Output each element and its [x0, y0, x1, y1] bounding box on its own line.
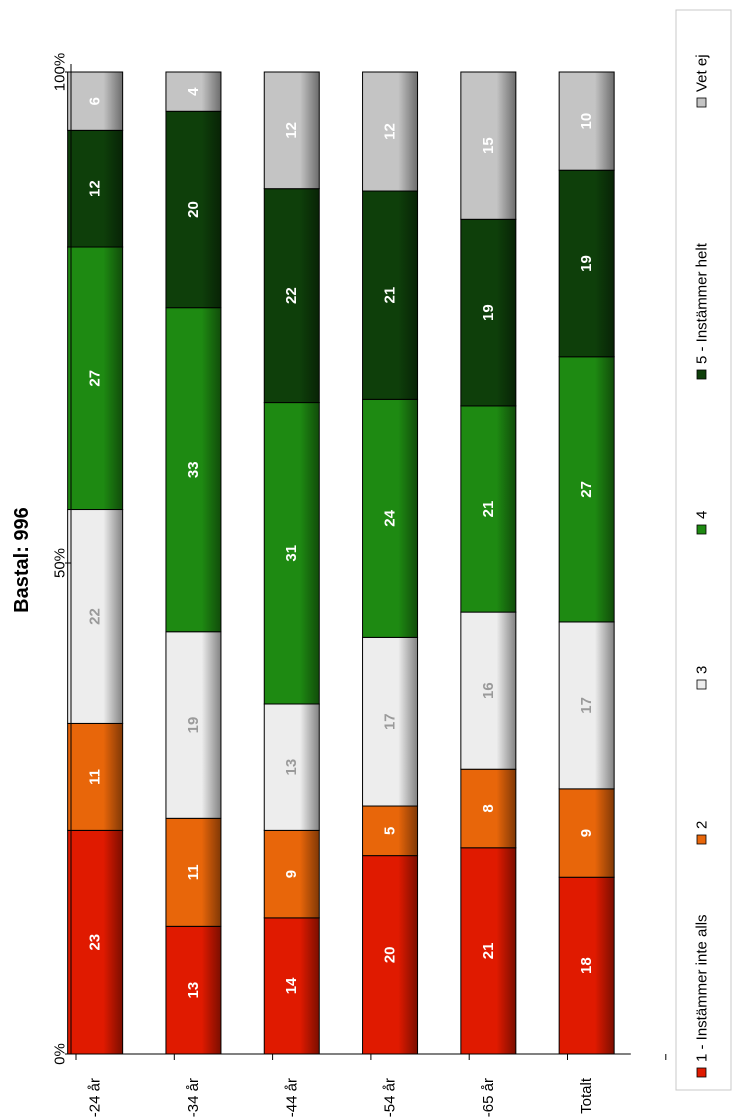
title-group: Bastal: 996 — [11, 507, 33, 613]
bar-segment — [460, 847, 517, 1055]
legend-box — [675, 9, 732, 1091]
legend-label: 5 - Instämmer helt — [694, 242, 711, 364]
bar-segment — [362, 855, 419, 1055]
bar-segment — [362, 190, 419, 400]
category-label: Totalt — [578, 1077, 595, 1114]
legend-label: Vet ej — [694, 54, 711, 92]
data-label: 16 — [480, 682, 497, 699]
data-label: 24 — [382, 509, 399, 526]
legend-swatch — [696, 97, 707, 108]
bar-segment — [263, 703, 320, 831]
legend-label: 2 — [694, 821, 711, 829]
data-label: 4 — [185, 87, 202, 96]
bar-segment — [558, 621, 615, 790]
bar-segment — [558, 356, 615, 623]
data-label: 12 — [87, 180, 104, 197]
data-label: 20 — [382, 946, 399, 963]
data-label: 19 — [578, 255, 595, 272]
bar-segment — [165, 110, 222, 309]
bar-segment — [460, 768, 517, 849]
legend-label: 4 — [694, 511, 711, 519]
data-label: 31 — [283, 545, 300, 562]
data-label: 23 — [87, 934, 104, 951]
legend-label: 3 — [694, 666, 711, 674]
bar-segment — [460, 71, 517, 220]
category-label: 45-54 år — [382, 1078, 399, 1117]
data-label: 20 — [185, 201, 202, 218]
chart-title: Bastal: 996 — [11, 507, 33, 613]
bar-segment — [67, 129, 124, 248]
legend-swatch — [696, 369, 707, 380]
value-tick-label: 100% — [52, 53, 69, 91]
category-label: 35-44 år — [283, 1078, 300, 1117]
bar-segment — [165, 817, 222, 927]
bar-segment — [558, 788, 615, 878]
data-label: 5 — [382, 827, 399, 835]
data-label: 27 — [578, 481, 595, 498]
data-label: 15 — [480, 137, 497, 154]
data-label: 19 — [480, 304, 497, 321]
legend-swatch — [696, 524, 707, 535]
bar-segment — [460, 218, 517, 407]
legend-swatch — [696, 1067, 707, 1078]
category-label: 55-65 år — [480, 1078, 497, 1117]
bar-segment — [263, 71, 320, 190]
legend-label: 1 - Instämmer inte alls — [694, 914, 711, 1062]
data-label: 10 — [578, 113, 595, 130]
data-label: 6 — [87, 97, 104, 105]
bar-segment — [263, 917, 320, 1055]
legend: 1 - Instämmer inte alls 2 3 4 5 - Instämmer … — [675, 9, 732, 1091]
value-tick-label: 0% — [52, 1043, 69, 1065]
legend-swatch — [696, 679, 707, 690]
value-tick-label: 50% — [52, 548, 69, 578]
bar-segment — [165, 307, 222, 633]
bars-group: 23 11 22 27 12 6 13 11 19 33 20 4 14 9 13 31 22 12 20 5 17 24… — [67, 71, 615, 1055]
bar-segment — [67, 71, 124, 131]
data-label: 22 — [87, 608, 104, 625]
data-label: 13 — [283, 759, 300, 776]
bar-segment — [558, 169, 615, 358]
data-label: 21 — [382, 287, 399, 304]
data-label: 9 — [283, 870, 300, 878]
bar-segment — [460, 405, 517, 613]
data-label: 13 — [185, 982, 202, 999]
bar-segment — [362, 71, 419, 192]
data-label: 11 — [185, 864, 202, 880]
data-label: 21 — [480, 501, 497, 518]
category-label: 16-24 år — [87, 1078, 104, 1117]
data-label: 14 — [283, 977, 300, 994]
bar-segment — [263, 402, 320, 705]
bar-segment — [362, 805, 419, 857]
data-label: 12 — [283, 122, 300, 139]
bar-segment — [165, 71, 222, 112]
data-label: 8 — [480, 804, 497, 812]
data-label: 17 — [578, 697, 595, 714]
bar-segment — [263, 188, 320, 404]
data-label: 33 — [185, 461, 202, 478]
data-label: 19 — [185, 717, 202, 734]
bar-segment — [67, 246, 124, 511]
category-label: 25-34 år — [185, 1078, 202, 1117]
data-label: 9 — [578, 829, 595, 837]
axes-group: 0% 50% 100% 16-24 år 25-34 år 35-44 år 45-54 å… — [52, 53, 667, 1117]
bar-segment — [165, 631, 222, 819]
data-label: 17 — [382, 713, 399, 730]
data-label: 27 — [87, 370, 104, 387]
bar-segment — [362, 636, 419, 807]
data-label: 12 — [382, 123, 399, 140]
bar-segment — [67, 722, 124, 831]
data-label: 21 — [480, 943, 497, 960]
data-label: 18 — [578, 957, 595, 974]
data-label: 11 — [87, 769, 104, 785]
bar-segment — [460, 611, 517, 770]
bar-segment — [67, 829, 124, 1055]
bar-segment — [558, 71, 615, 171]
data-label: 22 — [283, 287, 300, 304]
legend-swatch — [696, 834, 707, 845]
